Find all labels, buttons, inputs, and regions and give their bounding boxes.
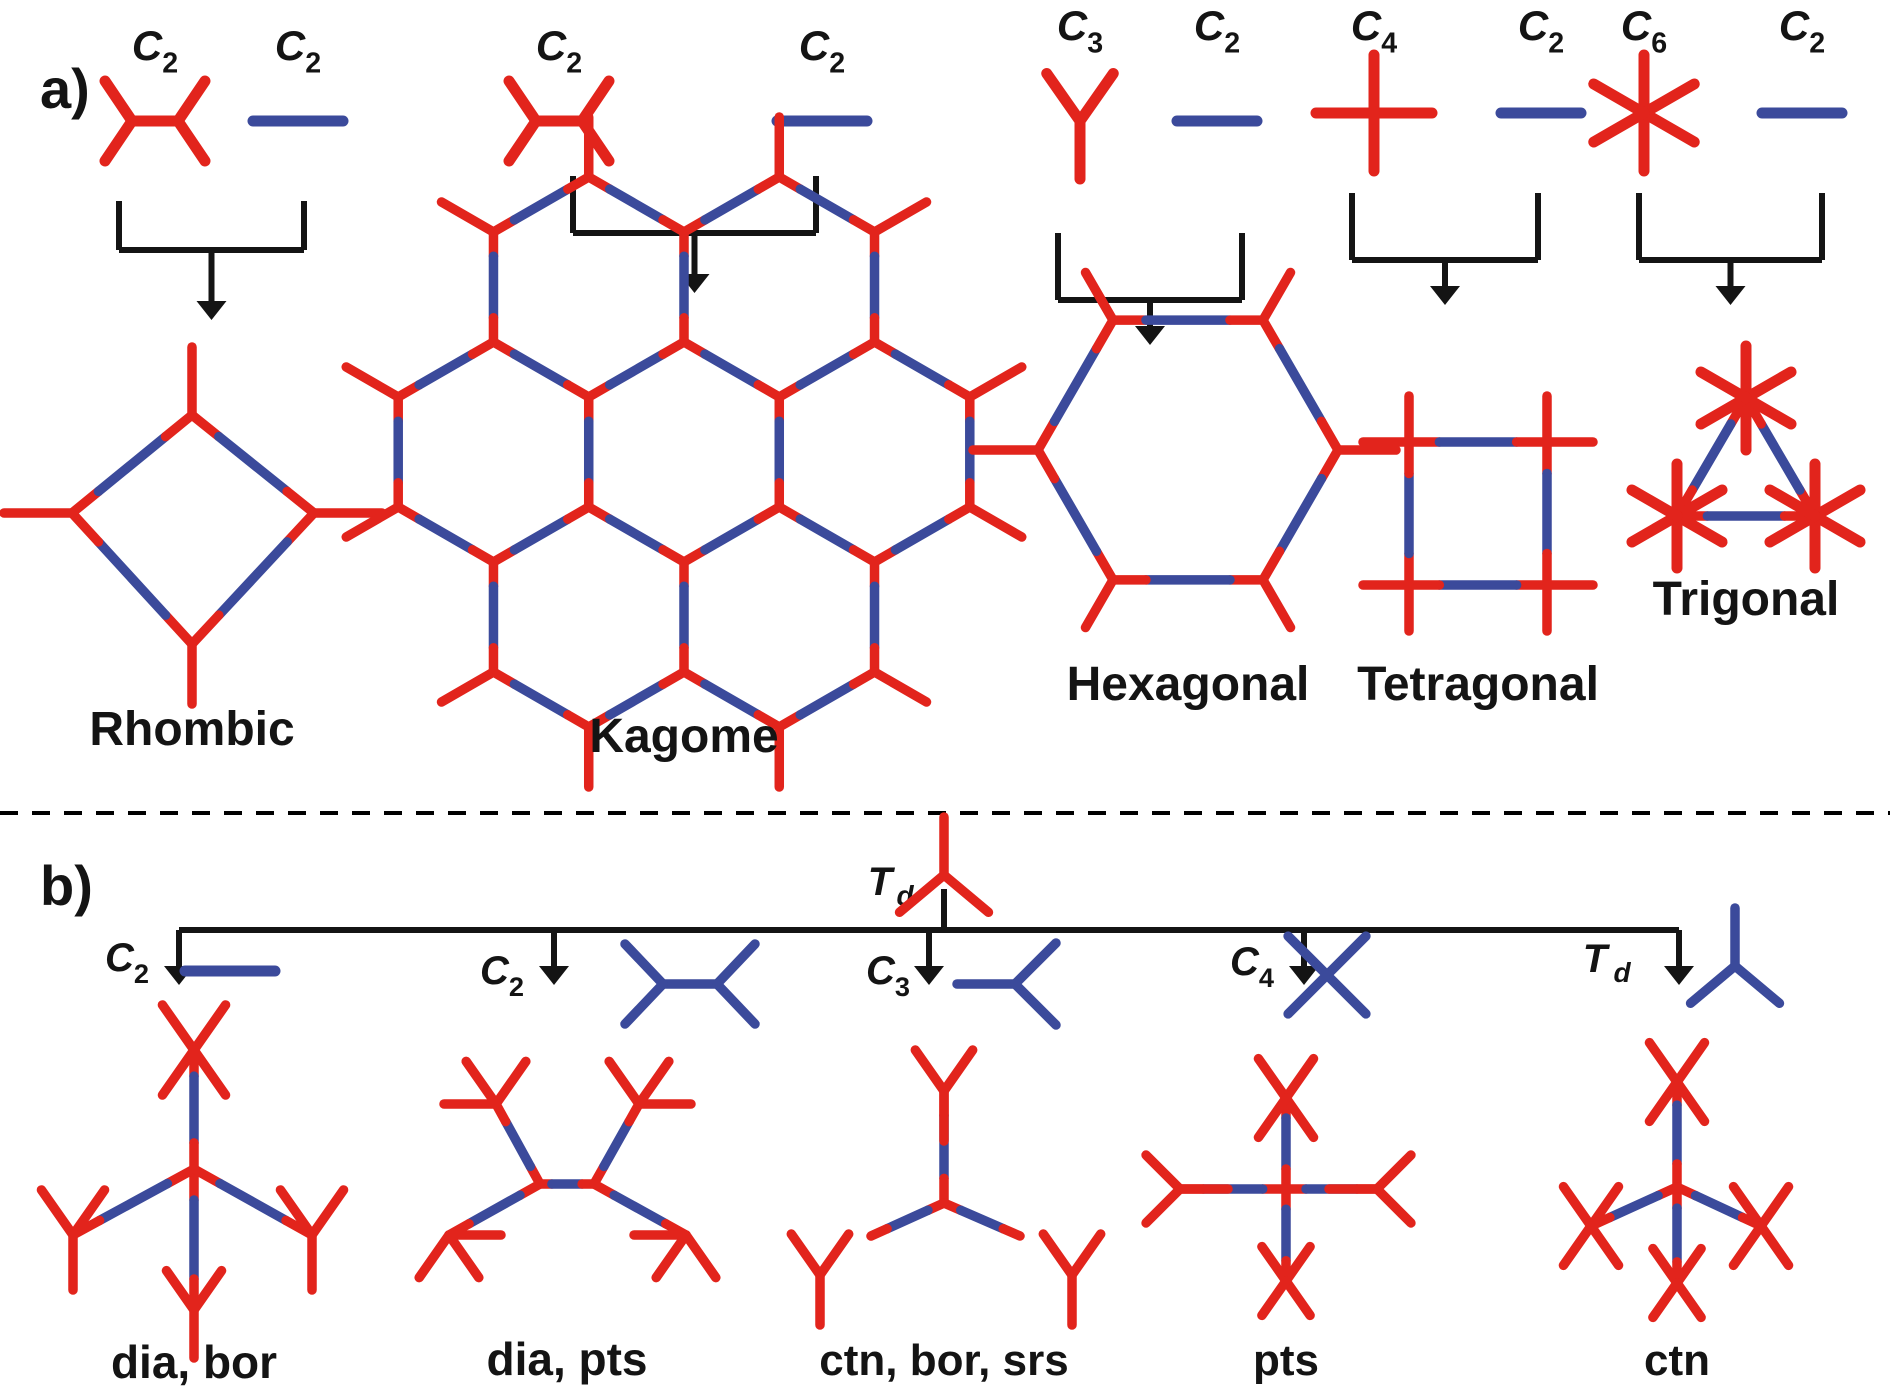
svg-text:pts: pts bbox=[1253, 1336, 1319, 1385]
svg-text:b): b) bbox=[40, 854, 93, 917]
svg-text:T: T bbox=[868, 860, 896, 904]
svg-text:Hexagonal: Hexagonal bbox=[1067, 658, 1310, 711]
svg-text:ctn: ctn bbox=[1644, 1336, 1710, 1385]
svg-text:Tetragonal: Tetragonal bbox=[1357, 658, 1599, 711]
svg-text:Kagome: Kagome bbox=[589, 710, 778, 763]
svg-text:Rhombic: Rhombic bbox=[89, 703, 294, 756]
svg-text:a): a) bbox=[40, 57, 90, 120]
svg-text:d: d bbox=[1613, 957, 1631, 988]
svg-text:dia, pts: dia, pts bbox=[486, 1333, 647, 1385]
svg-text:Trigonal: Trigonal bbox=[1653, 573, 1840, 626]
svg-text:dia, bor: dia, bor bbox=[111, 1336, 277, 1388]
svg-text:ctn, bor, srs: ctn, bor, srs bbox=[819, 1336, 1068, 1385]
svg-text:T: T bbox=[1583, 937, 1611, 981]
